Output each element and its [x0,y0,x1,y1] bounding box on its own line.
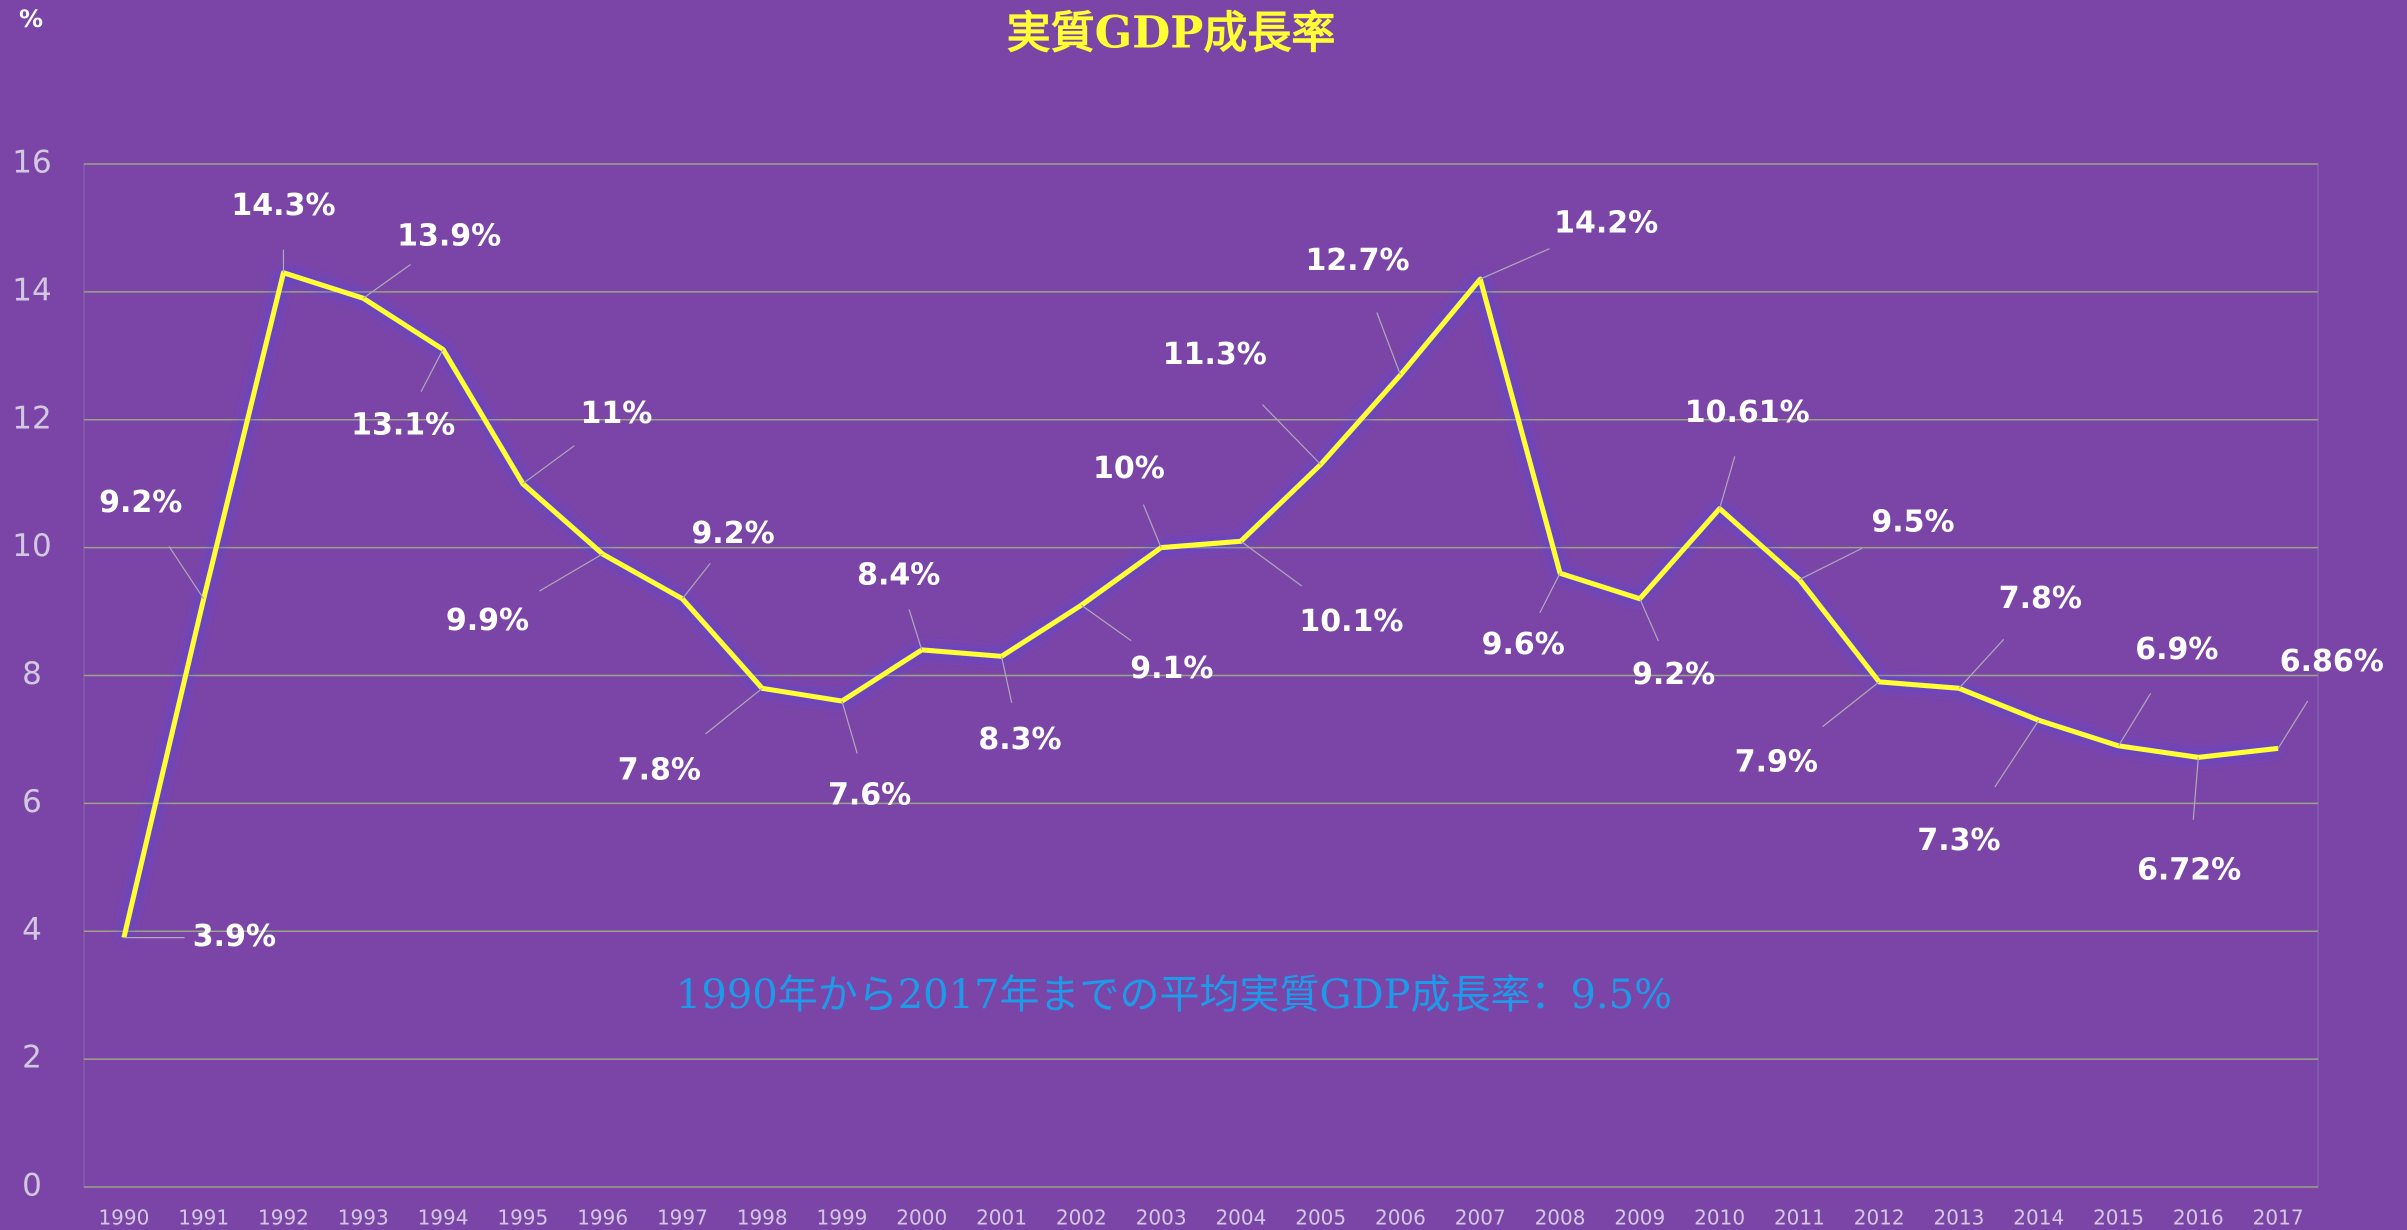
chart-title: 実質GDP成長率 [1007,8,1336,59]
leader-line [1822,681,1880,728]
data-label: 9.2% [691,516,774,551]
y-tick-label: 4 [22,912,42,948]
data-label: 9.2% [1632,657,1715,692]
annotation: 1990年から2017年までの平均実質GDP成長率：9.5% [676,972,1672,1018]
data-label: 7.9% [1735,745,1818,780]
x-tick-label: 2001 [976,1206,1027,1230]
leader-line [1480,248,1550,280]
x-tick-label: 1995 [497,1206,548,1230]
data-label: 7.8% [618,753,701,788]
x-tick-label: 2000 [896,1206,947,1230]
leader-line [1639,598,1659,642]
x-tick-label: 2006 [1375,1206,1426,1230]
leader-line [1376,312,1402,376]
data-label: 14.3% [231,188,335,223]
data-label: 7.6% [828,778,911,813]
leader-line [1994,719,2040,788]
leader-line [2192,757,2199,820]
leader-line [2277,700,2309,749]
leader-line [2118,693,2152,747]
leader-line [1142,504,1162,548]
y-tick-label: 6 [22,784,42,820]
x-tick-label: 1996 [577,1206,628,1230]
x-tick-label: 2015 [2093,1206,2144,1230]
x-tick-label: 2011 [1774,1206,1825,1230]
x-tick-label: 1997 [657,1206,708,1230]
plot-area: 0 2 4 6 8 10 12 14 16 1990 1991 1992 1993 1994 1995 199… [12,145,2384,1230]
data-label: 7.3% [1917,823,2000,858]
x-tick-label: 1991 [178,1206,229,1230]
y-tick-label: 2 [22,1040,42,1076]
leader-line [1539,572,1561,614]
x-tick-label: 2009 [1614,1206,1665,1230]
data-label: 12.7% [1305,243,1409,278]
leader-line [841,700,858,754]
x-tick-label: 2008 [1535,1206,1586,1230]
data-label: 13.9% [397,218,501,253]
leader-line [420,349,444,392]
x-tick-label: 2003 [1136,1206,1187,1230]
data-label: 3.9% [193,919,276,954]
data-label: 10.61% [1685,395,1810,430]
leader-line [538,553,603,592]
x-tick-label: 2017 [2253,1206,2304,1230]
x-tick-label: 2010 [1694,1206,1745,1230]
data-label: 9.1% [1130,651,1213,686]
y-tick-label: 8 [22,656,42,692]
data-label: 11.3% [1163,337,1267,372]
y-tick-label: 14 [12,272,51,308]
leader-line [522,445,575,485]
leader-line [1719,456,1736,509]
y-tick-label: 16 [12,145,51,181]
x-tick-label: 1998 [737,1206,788,1230]
data-label: 7.8% [1999,581,2082,616]
leader-line [1261,404,1322,465]
x-tick-label: 1993 [338,1206,389,1230]
x-tick-label: 2004 [1215,1206,1266,1230]
x-tick-label: 2013 [1934,1206,1985,1230]
data-label: 11% [581,396,653,431]
data-label: 9.2% [99,485,182,520]
data-label: 10.1% [1299,604,1403,639]
x-tick-label: 1992 [258,1206,309,1230]
y-tick-label: 10 [12,528,51,564]
leader-line [1958,638,2005,689]
leader-line [1799,547,1863,581]
y-tick-label: 12 [12,400,51,436]
x-tick-label: 2007 [1455,1206,1506,1230]
data-label: 10% [1093,451,1165,486]
leader-line [168,546,205,600]
x-tick-label: 2016 [2173,1206,2224,1230]
data-label: 6.72% [2137,852,2241,887]
data-label: 9.5% [1871,504,1954,539]
x-tick-label: 1990 [98,1206,149,1230]
x-tick-label: 2014 [2013,1206,2064,1230]
data-label: 9.9% [446,603,529,638]
leader-line [705,687,763,735]
x-tick-label: 2002 [1056,1206,1107,1230]
data-label: 6.9% [2135,632,2218,667]
leader-line [362,264,411,299]
data-label: 6.86% [2280,644,2384,679]
leader-line [1000,656,1013,703]
data-label: 13.1% [351,408,455,443]
leader-line [908,609,923,651]
data-line [121,270,2279,939]
x-tick-label: 1994 [418,1206,469,1230]
x-tick-label: 2012 [1854,1206,1905,1230]
data-label: 8.3% [978,722,1061,757]
data-label: 8.4% [857,558,940,593]
y-tick-label: 0 [22,1168,42,1204]
data-label: 14.2% [1554,205,1658,240]
x-tick-label: 2005 [1295,1206,1346,1230]
leader-line [681,562,711,600]
x-tick-label: 1999 [817,1206,868,1230]
leader-line [1080,604,1132,642]
y-axis-label: % [19,5,43,33]
leader-line [1240,540,1303,587]
data-label: 9.6% [1482,627,1565,662]
